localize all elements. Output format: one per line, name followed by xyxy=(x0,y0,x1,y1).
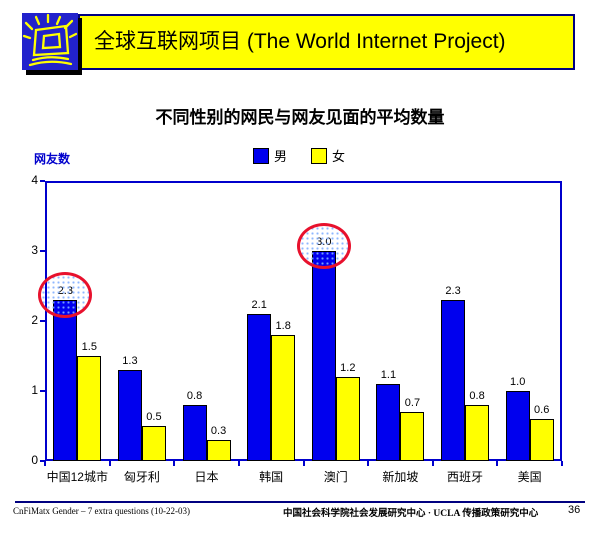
legend-swatch xyxy=(311,147,328,164)
page-number: 36 xyxy=(568,504,581,516)
x-axis-tick xyxy=(237,461,240,466)
bar-女-日本 xyxy=(206,440,231,461)
footer-divider xyxy=(15,501,585,503)
x-axis-tick xyxy=(367,461,370,466)
highlight-circle xyxy=(296,223,351,269)
x-axis-category-label: 澳门 xyxy=(323,470,348,484)
y-axis-tick-label: 0 xyxy=(31,453,38,467)
bar-value-label: 0.6 xyxy=(534,404,550,416)
legend-label: 男 xyxy=(274,149,288,164)
y-axis-tick-label: 2 xyxy=(31,313,38,327)
highlight-circle xyxy=(38,272,93,318)
bar-value-label: 1.0 xyxy=(510,376,526,388)
bar-value-label: 2.3 xyxy=(445,285,461,297)
bar-男-匈牙利 xyxy=(117,370,142,461)
bar-value-label: 2.1 xyxy=(251,299,267,311)
x-axis-category-label: 新加坡 xyxy=(382,470,419,484)
bar-value-label: 1.2 xyxy=(340,362,356,374)
x-axis-category-label: 中国12城市 xyxy=(46,470,108,484)
bar-value-label: 1.8 xyxy=(275,320,291,332)
slide-header-title: 全球互联网项目 (The World Internet Project) xyxy=(94,30,506,53)
bar-女-美国 xyxy=(529,419,554,461)
legend-item-女: 女 xyxy=(311,146,345,165)
bar-value-label: 1.1 xyxy=(380,369,397,381)
bar-value-label: 1.3 xyxy=(122,355,138,367)
bar-女-澳门 xyxy=(335,377,360,461)
x-axis-category-label: 日本 xyxy=(194,470,219,484)
legend-item-男: 男 xyxy=(253,146,287,165)
x-axis-tick xyxy=(431,461,434,466)
x-axis-category-label: 匈牙利 xyxy=(123,470,160,484)
bar-男-韩国 xyxy=(247,314,272,461)
bar-男-中国12城市 xyxy=(53,300,78,461)
bar-value-label: 0.7 xyxy=(404,397,421,409)
monitor-icon xyxy=(22,13,78,67)
bar-value-label: 0.3 xyxy=(210,425,227,437)
x-axis-category-label: 西班牙 xyxy=(447,470,484,484)
bar-value-label: 1.5 xyxy=(81,341,97,353)
bar-value-label: 0.8 xyxy=(186,390,203,402)
x-axis-tick xyxy=(302,461,305,466)
footer-source-note: CnFiMatx Gender – 7 extra questions (10-… xyxy=(13,506,190,516)
x-axis-tick xyxy=(44,461,46,466)
y-axis-tick xyxy=(40,390,45,392)
chart-title: 不同性别的网民与网友见面的平均数量 xyxy=(155,108,445,127)
chart-legend: 男女 xyxy=(253,146,345,165)
footer-organizations: 中国社会科学院社会发展研究中心 · UCLA 传播政策研究中心 xyxy=(283,509,539,519)
x-axis-tick xyxy=(496,461,499,466)
y-axis-tick-label: 1 xyxy=(31,383,38,397)
y-axis-tick xyxy=(40,250,45,252)
y-axis-tick-label: 4 xyxy=(31,173,38,187)
y-axis-tick xyxy=(40,320,45,322)
y-axis-title: 网友数 xyxy=(34,152,71,166)
bar-女-韩国 xyxy=(271,335,296,461)
wip-logo xyxy=(22,13,78,70)
bar-女-匈牙利 xyxy=(141,426,166,461)
bar-女-中国12城市 xyxy=(77,356,102,461)
bar-男-美国 xyxy=(505,391,530,461)
bar-男-新加坡 xyxy=(376,384,401,461)
legend-swatch xyxy=(253,147,269,164)
bar-男-澳门 xyxy=(311,251,336,461)
x-axis-tick xyxy=(108,461,111,466)
bar-男-西班牙 xyxy=(441,300,466,461)
bar-女-西班牙 xyxy=(465,405,490,461)
bar-女-新加坡 xyxy=(400,412,425,461)
bar-value-label: 0.5 xyxy=(146,411,162,423)
x-axis-tick xyxy=(173,461,176,466)
bar-value-label: 0.8 xyxy=(469,390,485,402)
legend-label: 女 xyxy=(332,149,346,164)
y-axis-tick-label: 3 xyxy=(31,243,38,257)
bar-男-日本 xyxy=(182,405,207,461)
y-axis-tick xyxy=(40,180,45,182)
x-axis-tick xyxy=(561,461,563,466)
y-axis-tick xyxy=(40,460,45,462)
title-banner: 全球互联网项目 (The World Internet Project) xyxy=(78,14,575,70)
x-axis-category-label: 韩国 xyxy=(259,470,284,484)
x-axis-category-label: 美国 xyxy=(517,470,542,484)
